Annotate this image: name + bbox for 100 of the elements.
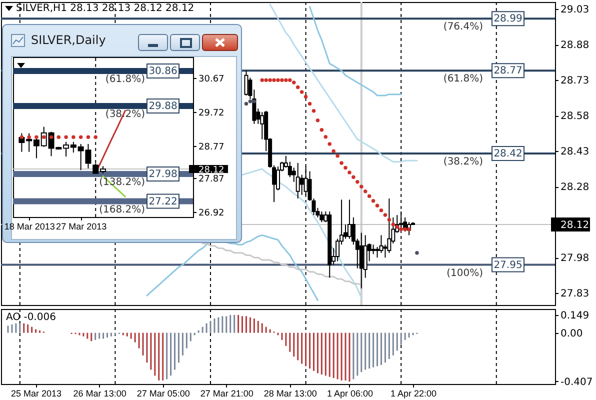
y-tick-label: 30.67 [198,74,224,84]
point [276,78,280,82]
point [344,166,348,170]
x-tick-label: 26 Mar 13:00 [73,388,126,398]
y-tick-label: 28.88 [560,40,590,52]
candlestick [260,112,264,140]
point [383,213,388,217]
chart-title: SILVER,H1 28.13 28.13 28.12 28.12 [16,3,194,14]
point [272,78,276,82]
x-tick-label: 27 Mar 2013 [56,222,107,232]
point [248,100,252,104]
x-tick-label: 27 Mar 21:00 [200,388,254,398]
ref-line-label: 27.22 [148,196,178,208]
y-tick-label: 27.98 [560,253,590,264]
ref-line-label: 28.42 [494,148,522,160]
y-tick-label: -0.407 [560,376,593,388]
point [375,204,380,208]
y-tick-label: 28.77 [198,142,224,152]
line-series [146,234,318,302]
candlestick [296,162,300,199]
x-tick-label: 18 Mar 2013 [4,222,55,232]
candlestick [347,199,352,240]
candlestick [359,232,364,289]
y-tick-label: 28.58 [560,111,590,122]
point [320,128,324,132]
x-tick-label: 1 Apr 22:00 [390,388,437,398]
point [252,100,256,104]
annotation: (168.2%) [99,204,146,216]
point [415,251,419,255]
point [367,194,372,198]
y-tick-label: 27.83 [560,288,590,300]
candlestick [244,70,248,96]
y-tick-label: 0.149 [560,310,590,322]
point [244,102,248,106]
ref-line-label: 28.77 [494,66,522,77]
point [391,222,396,226]
point [304,94,308,99]
annotation: (61.8%) [105,74,146,85]
point [387,218,392,222]
candlestick [399,210,404,230]
candlestick [320,210,324,223]
point [296,85,300,90]
x-tick-label: 25 Mar 2013 [11,388,62,398]
point [379,208,384,212]
y-tick-label: 29.03 [560,4,590,16]
line-series [309,6,402,96]
point [332,149,336,153]
ref-line-label: 30.86 [148,66,178,77]
line-series [269,4,418,163]
point [371,198,376,203]
point [292,80,296,84]
point [268,78,272,82]
point [280,78,284,82]
point [403,227,407,232]
chart-title: AO -0.006 [6,312,56,323]
ref-line-label: 27.98 [148,169,178,180]
x-tick-label: 1 Apr 06:00 [326,388,373,398]
point [308,102,312,106]
y-tick-label: 28.73 [560,76,590,87]
point [260,78,264,82]
ref-line-label: 28.99 [494,14,522,25]
candlestick [379,234,384,254]
point [312,109,316,113]
point [328,142,332,146]
chart-title: SILVER,Daily [31,33,106,47]
point [288,78,292,82]
candlestick [371,244,376,255]
annotation: (61.8%) [443,74,484,85]
point [300,90,304,94]
point [363,190,368,194]
y-tick-label: 28.43 [560,146,590,158]
point [407,227,411,232]
y-tick-label: 29.72 [198,108,224,118]
y-tick-label: 28.12 [560,220,590,232]
ref-line-label: 29.88 [148,101,178,112]
point [324,135,328,139]
point [264,78,268,82]
annotation: (100%) [446,268,484,279]
y-tick-label: 26.92 [198,208,224,218]
candlestick [300,174,304,196]
y-tick-label: 28.12 [198,166,224,176]
point [316,118,320,122]
x-tick-label: 28 Mar 13:00 [264,388,317,398]
annotation: (38.2%) [443,156,484,168]
point [348,170,352,174]
annotation: (76.4%) [443,22,484,33]
y-tick-label: 28.28 [560,182,590,194]
point [399,227,403,232]
point [360,184,364,189]
point [340,161,344,165]
ref-line-label: 27.95 [494,260,522,271]
point [336,154,340,158]
x-tick-label: 27 Mar 05:00 [136,388,190,398]
point [284,78,288,82]
candlestick [387,198,392,254]
point [352,175,356,180]
candlestick [375,246,380,258]
line-series [242,168,362,299]
point [356,180,360,184]
y-tick-label: 0.00 [560,328,583,340]
